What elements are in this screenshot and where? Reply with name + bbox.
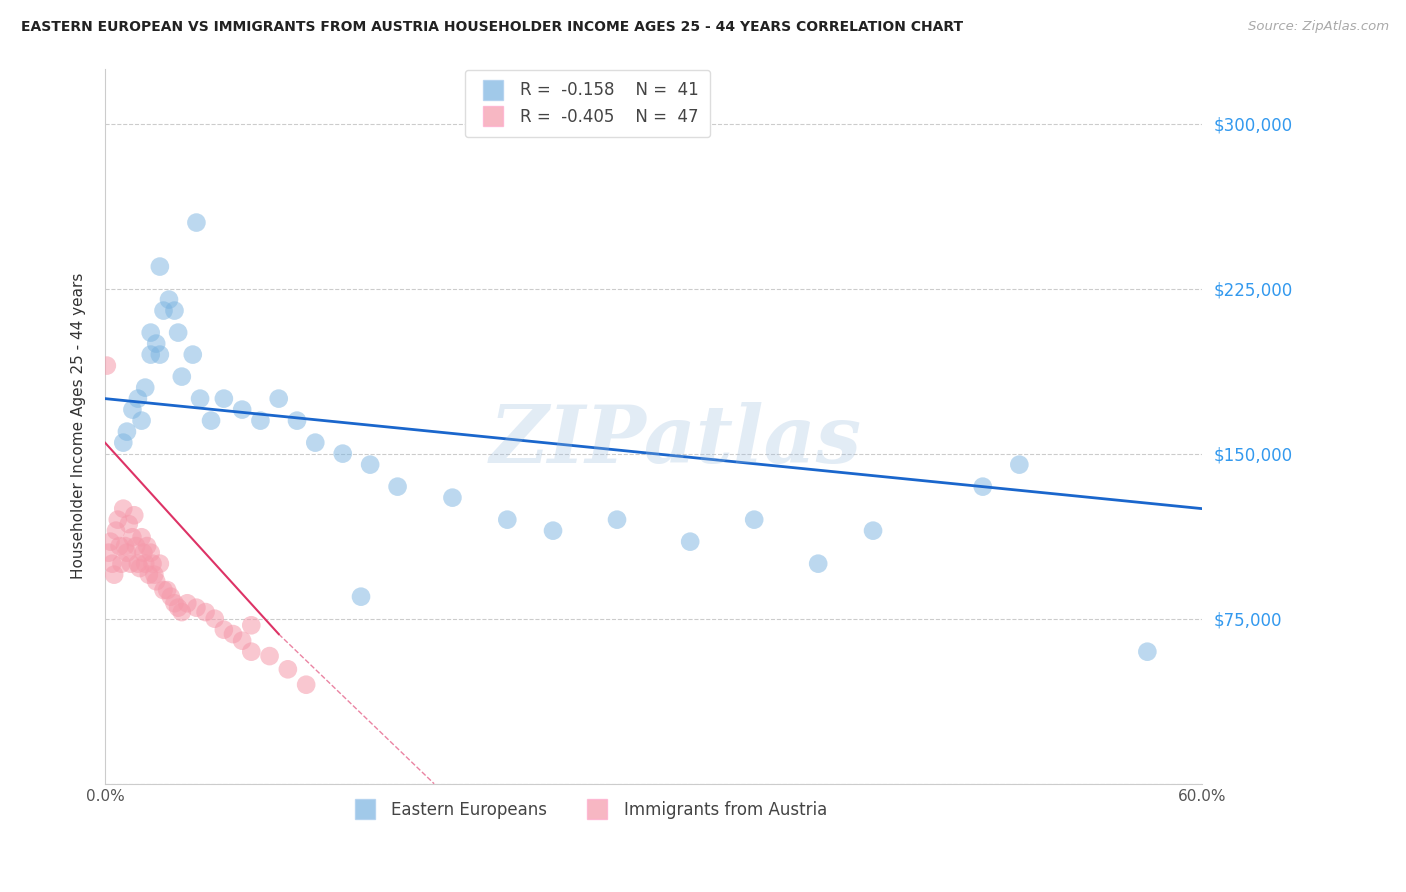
Point — [267, 392, 290, 406]
Point — [222, 627, 245, 641]
Point — [194, 605, 217, 619]
Point — [104, 524, 127, 538]
Point — [128, 561, 150, 575]
Point — [167, 600, 190, 615]
Point — [139, 348, 162, 362]
Point — [170, 369, 193, 384]
Point — [200, 414, 222, 428]
Point — [100, 534, 122, 549]
Point — [156, 583, 179, 598]
Point — [285, 414, 308, 428]
Point — [541, 524, 564, 538]
Point — [163, 303, 186, 318]
Point — [138, 567, 160, 582]
Point — [295, 678, 318, 692]
Point — [131, 414, 153, 428]
Text: ZIPatlas: ZIPatlas — [489, 401, 862, 479]
Point — [97, 546, 120, 560]
Point — [127, 557, 149, 571]
Point — [121, 402, 143, 417]
Point — [145, 336, 167, 351]
Point — [134, 557, 156, 571]
Point — [152, 583, 174, 598]
Point — [204, 612, 226, 626]
Point — [152, 303, 174, 318]
Point — [259, 649, 281, 664]
Point — [118, 517, 141, 532]
Point — [139, 326, 162, 340]
Point — [332, 447, 354, 461]
Text: Source: ZipAtlas.com: Source: ZipAtlas.com — [1249, 20, 1389, 33]
Point — [186, 216, 208, 230]
Point — [231, 402, 253, 417]
Point — [679, 534, 702, 549]
Point — [143, 567, 166, 582]
Point — [441, 491, 464, 505]
Text: EASTERN EUROPEAN VS IMMIGRANTS FROM AUSTRIA HOUSEHOLDER INCOME AGES 25 - 44 YEAR: EASTERN EUROPEAN VS IMMIGRANTS FROM AUST… — [21, 20, 963, 34]
Point — [125, 539, 148, 553]
Point — [120, 557, 142, 571]
Point — [181, 348, 204, 362]
Point — [122, 508, 145, 523]
Point — [240, 645, 263, 659]
Legend: Eastern Europeans, Immigrants from Austria: Eastern Europeans, Immigrants from Austr… — [342, 794, 834, 825]
Point — [103, 567, 125, 582]
Point — [359, 458, 381, 472]
Point — [163, 596, 186, 610]
Y-axis label: Householder Income Ages 25 - 44 years: Householder Income Ages 25 - 44 years — [72, 273, 86, 579]
Point — [115, 546, 138, 560]
Point — [141, 557, 163, 571]
Point — [136, 539, 159, 553]
Point — [110, 557, 132, 571]
Point — [139, 546, 162, 560]
Point — [387, 480, 409, 494]
Point — [145, 574, 167, 589]
Point — [170, 605, 193, 619]
Point — [112, 501, 135, 516]
Point — [212, 392, 235, 406]
Point — [149, 557, 172, 571]
Point — [249, 414, 271, 428]
Point — [157, 293, 180, 307]
Point — [101, 557, 124, 571]
Point — [240, 618, 263, 632]
Point — [496, 513, 519, 527]
Point — [231, 633, 253, 648]
Point — [972, 480, 994, 494]
Point — [606, 513, 628, 527]
Point — [121, 530, 143, 544]
Point — [176, 596, 198, 610]
Point — [1136, 645, 1159, 659]
Point — [807, 557, 830, 571]
Point — [114, 539, 136, 553]
Point — [862, 524, 884, 538]
Point — [742, 513, 765, 527]
Point — [167, 326, 190, 340]
Point — [112, 435, 135, 450]
Point — [107, 513, 129, 527]
Point — [188, 392, 211, 406]
Point — [149, 260, 172, 274]
Point — [131, 530, 153, 544]
Point — [304, 435, 326, 450]
Point — [96, 359, 118, 373]
Point — [350, 590, 373, 604]
Point — [159, 590, 181, 604]
Point — [1008, 458, 1031, 472]
Point — [115, 425, 138, 439]
Point — [108, 539, 131, 553]
Point — [186, 600, 208, 615]
Point — [132, 546, 155, 560]
Point — [134, 381, 156, 395]
Point — [149, 348, 172, 362]
Point — [127, 392, 149, 406]
Point — [277, 662, 299, 676]
Point — [212, 623, 235, 637]
